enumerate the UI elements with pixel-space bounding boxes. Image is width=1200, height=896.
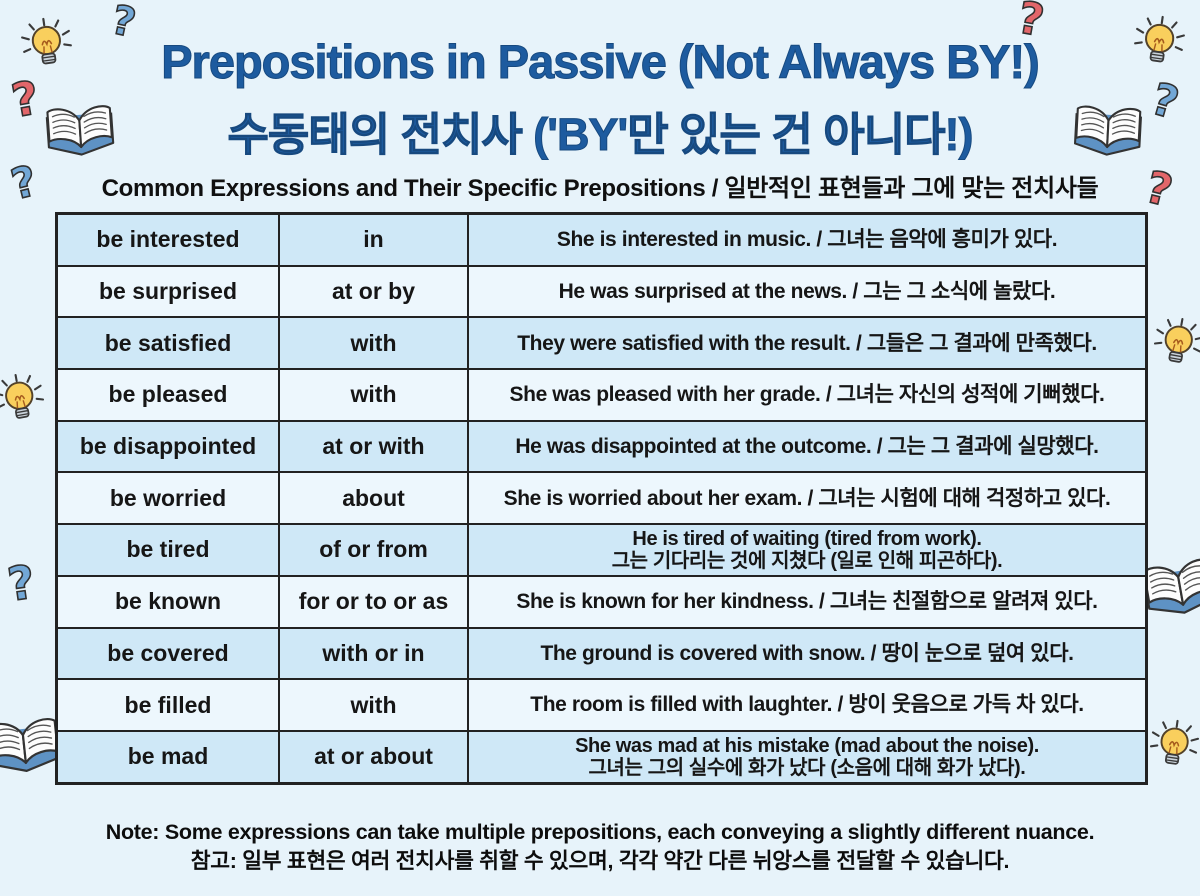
example-cell: They were satisfied with the result. / 그…	[467, 316, 1148, 371]
preposition-cell: at or with	[278, 419, 469, 474]
lightbulb-icon	[1142, 714, 1200, 777]
expression-cell: be known	[55, 574, 280, 629]
table-row: be worried about She is worried about he…	[55, 471, 1148, 526]
lightbulb-icon	[1146, 312, 1200, 377]
example-line: She was mad at his mistake (mad about th…	[575, 734, 1039, 757]
table-row: be interested in She is interested in mu…	[55, 212, 1148, 267]
expression-cell: be interested	[55, 212, 280, 267]
preposition-cell: about	[278, 471, 469, 526]
expression-cell: be covered	[55, 626, 280, 681]
expression-cell: be mad	[55, 729, 280, 785]
lightbulb-icon	[0, 368, 52, 433]
preposition-cell: in	[278, 212, 469, 267]
example-cell: He was disappointed at the outcome. / 그는…	[467, 419, 1148, 474]
expression-cell: be disappointed	[55, 419, 280, 474]
page-subtitle: Common Expressions and Their Specific Pr…	[101, 175, 1099, 202]
example-cell: She was mad at his mistake (mad about th…	[467, 729, 1148, 785]
example-cell: He was surprised at the news. / 그는 그 소식에…	[467, 264, 1148, 319]
example-line: She is interested in music. / 그녀는 음악에 흥미…	[556, 228, 1058, 252]
table-row: be pleased with She was pleased with her…	[55, 368, 1148, 422]
example-line: They were satisfied with the result. / 그…	[517, 331, 1097, 355]
expression-cell: be pleased	[55, 368, 280, 422]
preposition-cell: at or by	[278, 264, 469, 319]
table-row: be mad at or about She was mad at his mi…	[55, 729, 1148, 785]
preposition-cell: with	[278, 368, 469, 422]
prepositions-table: be interested in She is interested in mu…	[55, 212, 1148, 785]
example-line: She was pleased with her grade. / 그녀는 자신…	[509, 383, 1105, 407]
example-cell: He is tired of waiting (tired from work)…	[467, 523, 1148, 577]
example-line: The room is filled with laughter. / 방이 웃…	[530, 693, 1084, 717]
preposition-cell: for or to or as	[278, 574, 469, 629]
preposition-cell: with	[278, 316, 469, 371]
example-cell: She is interested in music. / 그녀는 음악에 흥미…	[467, 212, 1148, 267]
page-title-english: Prepositions in Passive (Not Always BY!)	[161, 35, 1041, 89]
footer-note: Note: Some expressions can take multiple…	[0, 818, 1200, 876]
example-line: 그녀는 그의 실수에 화가 났다 (소음에 대해 화가 났다).	[588, 756, 1026, 779]
example-cell: The ground is covered with snow. / 땅이 눈으…	[467, 626, 1148, 681]
example-line: The ground is covered with snow. / 땅이 눈으…	[540, 641, 1074, 665]
expression-cell: be filled	[55, 678, 280, 732]
table-row: be known for or to or as She is known fo…	[55, 574, 1148, 629]
example-cell: She is known for her kindness. / 그녀는 친절함…	[467, 574, 1148, 629]
question-mark-icon: ?	[4, 554, 40, 613]
table-row: be satisfied with They were satisfied wi…	[55, 316, 1148, 371]
example-cell: She is worried about her exam. / 그녀는 시험에…	[467, 471, 1148, 526]
footer-note-korean: 참고: 일부 표현은 여러 전치사를 취할 수 있으며, 각각 약간 다른 뉘앙…	[190, 849, 1010, 874]
expression-cell: be tired	[55, 523, 280, 577]
expression-cell: be worried	[55, 471, 280, 526]
preposition-cell: with or in	[278, 626, 469, 681]
example-line: He is tired of waiting (tired from work)…	[632, 527, 982, 550]
example-line: He was disappointed at the outcome. / 그는…	[515, 435, 1099, 459]
table-row: be tired of or from He is tired of waiti…	[55, 523, 1148, 577]
preposition-cell: with	[278, 678, 469, 732]
preposition-cell: at or about	[278, 729, 469, 785]
example-line: She is worried about her exam. / 그녀는 시험에…	[503, 486, 1111, 510]
expression-cell: be satisfied	[55, 316, 280, 371]
footer-note-english: Note: Some expressions can take multiple…	[105, 820, 1095, 844]
table-row: be covered with or in The ground is cove…	[55, 626, 1148, 681]
table-row: be filled with The room is filled with l…	[55, 678, 1148, 732]
table-row: be disappointed at or with He was disapp…	[55, 419, 1148, 474]
example-line: She is known for her kindness. / 그녀는 친절함…	[516, 590, 1098, 614]
example-line: He was surprised at the news. / 그는 그 소식에…	[558, 279, 1056, 303]
example-cell: The room is filled with laughter. / 방이 웃…	[467, 678, 1148, 732]
table-row: be surprised at or by He was surprised a…	[55, 264, 1148, 319]
example-cell: She was pleased with her grade. / 그녀는 자신…	[467, 368, 1148, 422]
preposition-cell: of or from	[278, 523, 469, 577]
example-line: 그는 기다리는 것에 지쳤다 (일로 인해 피곤하다).	[611, 549, 1003, 572]
page-title-korean: 수동태의 전치사 ('BY'만 있는 건 아니다!)	[227, 109, 974, 161]
expression-cell: be surprised	[55, 264, 280, 319]
